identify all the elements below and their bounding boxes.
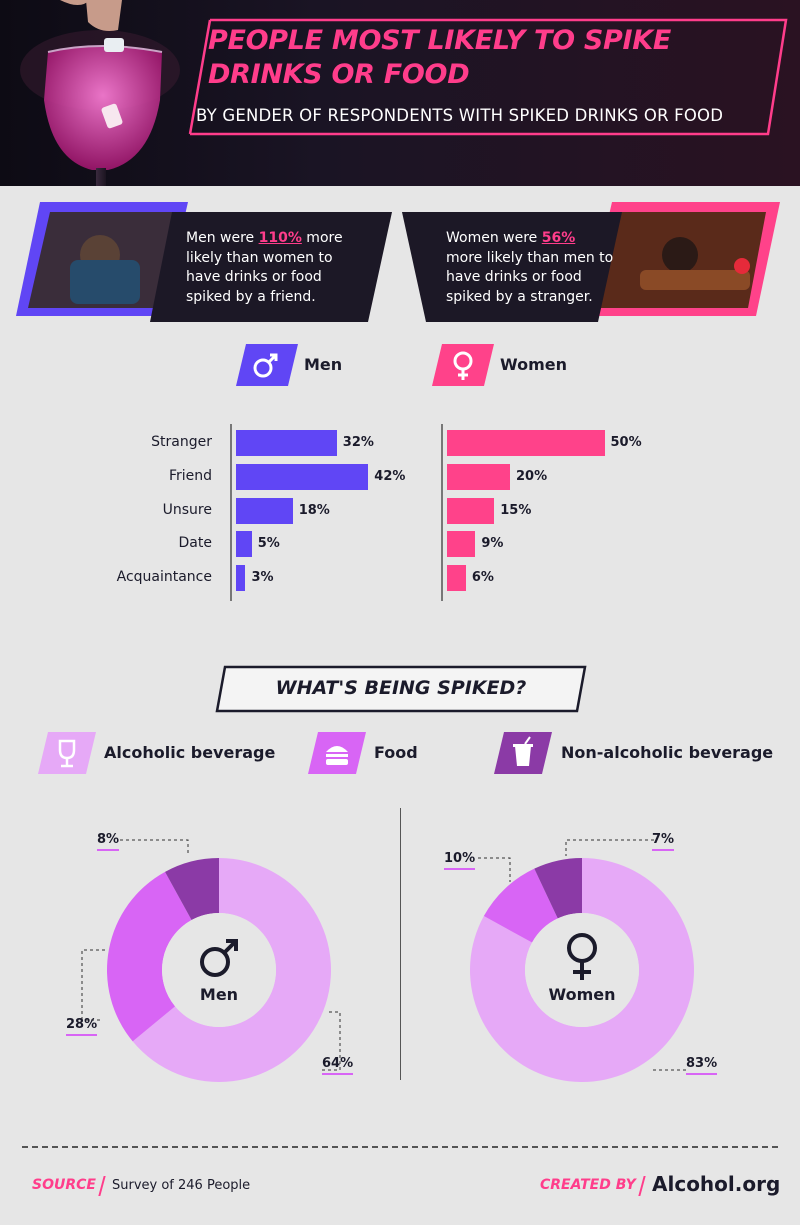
- page-subtitle: BY GENDER OF RESPONDENTS WITH SPIKED DRI…: [196, 106, 724, 125]
- women-bar-value: 6%: [471, 570, 494, 586]
- female-symbol-icon: [453, 351, 473, 380]
- women-bar-value: 15%: [500, 502, 532, 518]
- callout-frames: [16, 202, 780, 322]
- donut-slice: [534, 858, 582, 919]
- men-bar-value: 42%: [374, 468, 406, 484]
- men-axis-line: [230, 424, 232, 601]
- food-legend-label: Food: [374, 743, 418, 762]
- donut-percent-label: 28%: [66, 1017, 98, 1036]
- percent-underline: [322, 1073, 354, 1075]
- category-label: Friend: [168, 467, 212, 484]
- leader-line: [565, 839, 654, 856]
- alcoholic-legend-badge: [38, 732, 96, 774]
- header-banner: PEOPLE MOST LIKELY TO SPIKE DRINKS OR FO…: [0, 0, 800, 186]
- created-by-label: CREATED BY: [540, 1177, 636, 1193]
- women-bar: [447, 463, 510, 490]
- donut-slice: [132, 858, 331, 1082]
- leader-line: [478, 857, 511, 882]
- women-legend-badge: [432, 344, 494, 386]
- percent-underline: [652, 849, 675, 851]
- men-bar: [236, 430, 337, 456]
- women-bar: [447, 565, 466, 592]
- women-callout-pre: Women were: [446, 230, 542, 246]
- wine-glass-icon: [58, 739, 76, 768]
- created-slash: [638, 1176, 646, 1196]
- men-legend-label: Men: [304, 355, 343, 374]
- men-donut-center-label: Men: [199, 985, 239, 1004]
- men-bar: [236, 531, 252, 558]
- donut-percent-label: 10%: [444, 851, 476, 870]
- donut-slice: [483, 868, 558, 943]
- women-bar: [447, 497, 495, 524]
- leader-line: [81, 949, 106, 1021]
- title-box: PEOPLE MOST LIKELY TO SPIKE DRINKS OR FO…: [188, 18, 788, 136]
- men-legend-badge: [236, 344, 298, 386]
- footer-divider: [22, 1146, 778, 1148]
- donut-percent-label: 83%: [686, 1056, 718, 1075]
- donut-percent-label: 64%: [322, 1056, 354, 1075]
- male-symbol-icon: [200, 939, 238, 977]
- page-title: PEOPLE MOST LIKELY TO SPIKE DRINKS OR FO…: [208, 25, 671, 90]
- donut-percent-label: 8%: [97, 832, 120, 851]
- donut-hole: [525, 913, 639, 1027]
- category-label: Date: [178, 535, 212, 552]
- donut-slice: [165, 858, 219, 921]
- source-slash: [98, 1176, 106, 1196]
- women-callout: Women were 56% more likely than men to h…: [446, 229, 614, 307]
- title-frame: [188, 18, 788, 136]
- section-title-frame: WHAT'S BEING SPIKED?: [215, 665, 587, 713]
- women-callout-highlight: 56%: [541, 230, 576, 246]
- donut-percent-label: 7%: [652, 832, 675, 851]
- alcoholic-legend-label: Alcoholic beverage: [104, 743, 276, 762]
- percent-underline: [686, 1073, 718, 1075]
- cup-icon: [513, 736, 533, 766]
- percent-underline: [444, 868, 476, 870]
- category-label: Stranger: [151, 434, 212, 450]
- men-bar: [236, 497, 293, 524]
- leader-line: [120, 839, 189, 856]
- women-legend-label: Women: [500, 355, 567, 374]
- men-bar-value: 5%: [257, 536, 280, 552]
- women-donut-center-label: Women: [548, 985, 616, 1004]
- female-symbol-icon: [567, 933, 597, 980]
- donut-slice: [106, 871, 192, 1042]
- donut-divider: [400, 808, 401, 1080]
- burger-icon: [326, 746, 348, 765]
- men-callout: Men were 110% more likely than women to …: [186, 229, 358, 307]
- men-callout-highlight: 110%: [258, 230, 302, 246]
- women-axis-line: [441, 424, 443, 601]
- non-alcoholic-legend-label: Non-alcoholic beverage: [561, 743, 774, 762]
- women-bar-value: 20%: [516, 468, 548, 484]
- women-bar: [447, 430, 605, 456]
- men-bar-value: 32%: [342, 435, 374, 450]
- source-text: Survey of 246 People: [112, 1178, 251, 1193]
- non-alcoholic-legend-badge: [494, 732, 552, 774]
- men-callout-post: more likely than women to have drinks or…: [186, 230, 343, 305]
- men-bar: [236, 463, 369, 490]
- source-label: SOURCE: [32, 1177, 96, 1193]
- donut-hole: [162, 913, 276, 1027]
- percent-underline: [66, 1034, 98, 1036]
- men-bar: [236, 565, 246, 592]
- percent-underline: [97, 849, 120, 851]
- men-bar-value: 3%: [251, 570, 274, 586]
- food-legend-badge: [308, 732, 366, 774]
- section-title: WHAT'S BEING SPIKED?: [275, 677, 527, 699]
- section-title-border: [215, 665, 587, 713]
- brand-logo-text: Alcohol.org: [652, 1172, 781, 1196]
- women-bar: [447, 531, 476, 558]
- glass-illustration: [20, 0, 180, 186]
- donut-slice: [469, 858, 694, 1083]
- category-label: Acquaintance: [116, 569, 212, 586]
- men-callout-pre: Men were: [186, 230, 259, 246]
- male-symbol-icon: [253, 353, 278, 378]
- category-label: Unsure: [162, 501, 212, 518]
- women-bar-value: 9%: [481, 536, 504, 552]
- women-callout-post: more likely than men to have drinks or f…: [446, 249, 614, 305]
- men-bar-value: 18%: [298, 502, 330, 518]
- women-bar-value: 50%: [610, 435, 642, 450]
